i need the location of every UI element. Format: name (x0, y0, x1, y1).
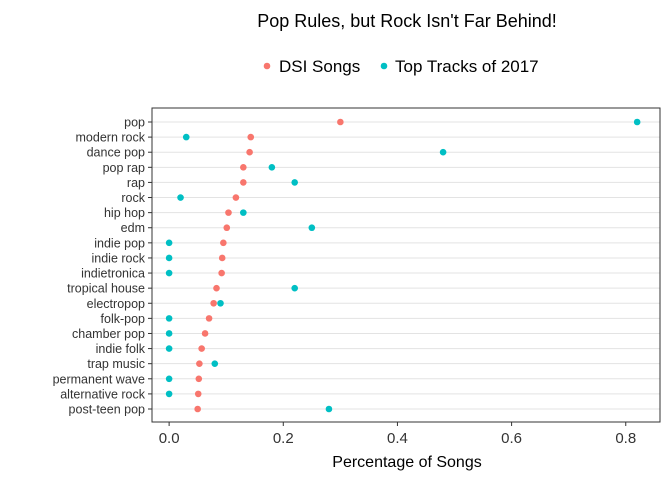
point-top-tracks-of-2017-chamber-pop (165, 330, 173, 337)
point-top-tracks-of-2017-edm (308, 224, 316, 232)
point-top-tracks-of-2017-pop (633, 118, 641, 126)
plot-border (151, 107, 661, 423)
x-tick-label-3: 0.6 (501, 430, 522, 447)
y-tick-label-rap: rap (127, 176, 145, 190)
x-axis-title: Percentage of Songs (332, 454, 481, 471)
y-tick-label-post-teen-pop: post-teen pop (69, 403, 145, 417)
point-top-tracks-of-2017-trap-music (211, 360, 219, 367)
point-dsi-songs-rap (240, 179, 247, 186)
x-tick-label-0: 0.0 (159, 430, 180, 447)
point-dsi-songs-dance-pop (246, 148, 253, 156)
y-tick-label-rock: rock (121, 191, 145, 205)
y-tick-label-chamber-pop: chamber pop (72, 327, 145, 341)
point-dsi-songs-hip-hop (225, 209, 232, 216)
point-top-tracks-of-2017-folk-pop (165, 315, 173, 322)
point-dsi-songs-chamber-pop (201, 330, 209, 337)
point-dsi-songs-edm (223, 224, 231, 232)
y-tick-label-dance-pop: dance pop (87, 146, 145, 160)
point-top-tracks-of-2017-indie-folk (165, 345, 173, 352)
y-tick-label-edm: edm (121, 221, 145, 235)
point-dsi-songs-indie-folk (198, 345, 205, 352)
point-top-tracks-of-2017-electropop (217, 299, 224, 307)
legend-label-top-tracks-2017: Top Tracks of 2017 (395, 57, 539, 76)
point-top-tracks-of-2017-indie-rock (165, 254, 173, 262)
point-top-tracks-of-2017-modern-rock (182, 133, 190, 141)
y-tick-label-folk-pop: folk-pop (101, 312, 146, 326)
point-dsi-songs-indie-rock (218, 254, 226, 262)
x-tick-label-2: 0.4 (387, 430, 408, 447)
legend-marker-top-tracks-2017 (380, 62, 388, 70)
point-dsi-songs-indie-pop (220, 239, 227, 247)
y-tick-label-trap-music: trap music (87, 357, 145, 371)
y-tick-label-tropical-house: tropical house (67, 282, 145, 296)
y-tick-label-alternative-rock: alternative rock (60, 387, 146, 401)
point-dsi-songs-post-teen-pop (194, 405, 201, 413)
point-dsi-songs-permanent-wave (195, 375, 203, 383)
point-dsi-songs-tropical-house (213, 284, 220, 292)
point-top-tracks-of-2017-tropical-house (291, 284, 298, 292)
point-top-tracks-of-2017-rap (291, 179, 298, 186)
point-top-tracks-of-2017-dance-pop (439, 148, 447, 156)
y-tick-label-modern-rock: modern rock (76, 131, 146, 145)
point-top-tracks-of-2017-rock (177, 194, 184, 201)
y-tick-label-indietronica: indietronica (81, 267, 145, 281)
point-dsi-songs-modern-rock (247, 133, 255, 141)
legend: DSI Songs Top Tracks of 2017 (263, 57, 539, 76)
point-dsi-songs-trap-music (196, 360, 203, 367)
point-top-tracks-of-2017-alternative-rock (165, 390, 173, 398)
point-dsi-songs-pop-rap (240, 164, 247, 171)
point-dsi-songs-folk-pop (205, 315, 213, 322)
x-tick-label-1: 0.2 (273, 430, 294, 447)
point-top-tracks-of-2017-post-teen-pop (325, 405, 333, 413)
legend-label-dsi-songs: DSI Songs (279, 57, 360, 76)
point-dsi-songs-alternative-rock (194, 390, 202, 398)
y-tick-label-indie-folk: indie folk (96, 342, 146, 356)
y-tick-label-indie-rock: indie rock (92, 251, 146, 265)
point-top-tracks-of-2017-indie-pop (165, 239, 173, 247)
x-tick-label-4: 0.8 (615, 430, 636, 447)
y-tick-label-permanent-wave: permanent wave (53, 372, 145, 386)
point-dsi-songs-rock (232, 194, 240, 201)
point-top-tracks-of-2017-permanent-wave (165, 375, 173, 383)
y-tick-label-indie-pop: indie pop (94, 236, 145, 250)
y-tick-label-hip-hop: hip hop (104, 206, 145, 220)
y-tick-label-pop: pop (124, 116, 145, 130)
point-top-tracks-of-2017-indietronica (165, 269, 173, 277)
point-top-tracks-of-2017-pop-rap (268, 164, 276, 171)
y-tick-label-pop-rap: pop rap (103, 161, 145, 175)
point-dsi-songs-indietronica (218, 269, 225, 277)
point-dsi-songs-electropop (210, 299, 217, 307)
legend-marker-dsi-songs (263, 62, 271, 70)
y-tick-label-electropop: electropop (87, 297, 145, 311)
point-dsi-songs-pop (337, 118, 344, 126)
point-top-tracks-of-2017-hip-hop (240, 209, 247, 216)
chart-title: Pop Rules, but Rock Isn't Far Behind! (257, 11, 557, 31)
